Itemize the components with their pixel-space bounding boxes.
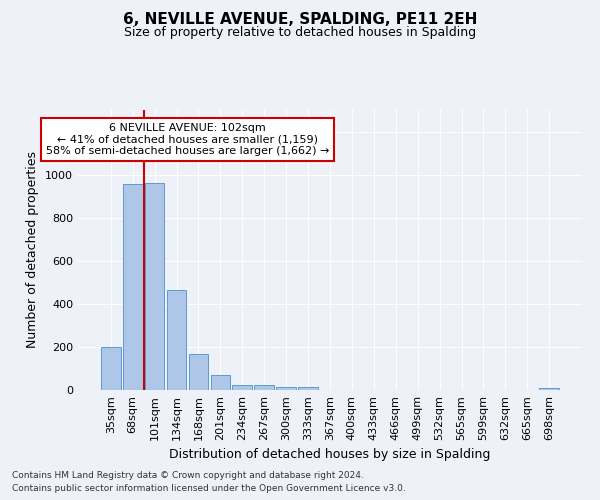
Bar xyxy=(232,384,252,390)
Bar xyxy=(123,184,143,390)
Bar xyxy=(167,290,187,390)
Text: Size of property relative to detached houses in Spalding: Size of property relative to detached ho… xyxy=(124,26,476,39)
Bar xyxy=(145,183,164,390)
Bar xyxy=(276,387,296,390)
Bar xyxy=(211,375,230,390)
Text: Contains public sector information licensed under the Open Government Licence v3: Contains public sector information licen… xyxy=(12,484,406,493)
Y-axis label: Number of detached properties: Number of detached properties xyxy=(26,152,40,348)
Text: 6, NEVILLE AVENUE, SPALDING, PE11 2EH: 6, NEVILLE AVENUE, SPALDING, PE11 2EH xyxy=(123,12,477,28)
Bar xyxy=(254,384,274,390)
Bar xyxy=(298,387,318,390)
Bar xyxy=(101,347,121,390)
X-axis label: Distribution of detached houses by size in Spalding: Distribution of detached houses by size … xyxy=(169,448,491,462)
Text: 6 NEVILLE AVENUE: 102sqm
← 41% of detached houses are smaller (1,159)
58% of sem: 6 NEVILLE AVENUE: 102sqm ← 41% of detach… xyxy=(46,123,329,156)
Bar xyxy=(188,354,208,390)
Bar xyxy=(539,388,559,390)
Text: Contains HM Land Registry data © Crown copyright and database right 2024.: Contains HM Land Registry data © Crown c… xyxy=(12,470,364,480)
